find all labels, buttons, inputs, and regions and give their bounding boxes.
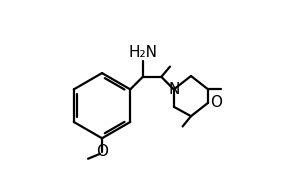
- Text: N: N: [168, 82, 180, 97]
- Text: O: O: [96, 144, 108, 159]
- Text: O: O: [210, 95, 222, 110]
- Text: H₂N: H₂N: [128, 45, 157, 60]
